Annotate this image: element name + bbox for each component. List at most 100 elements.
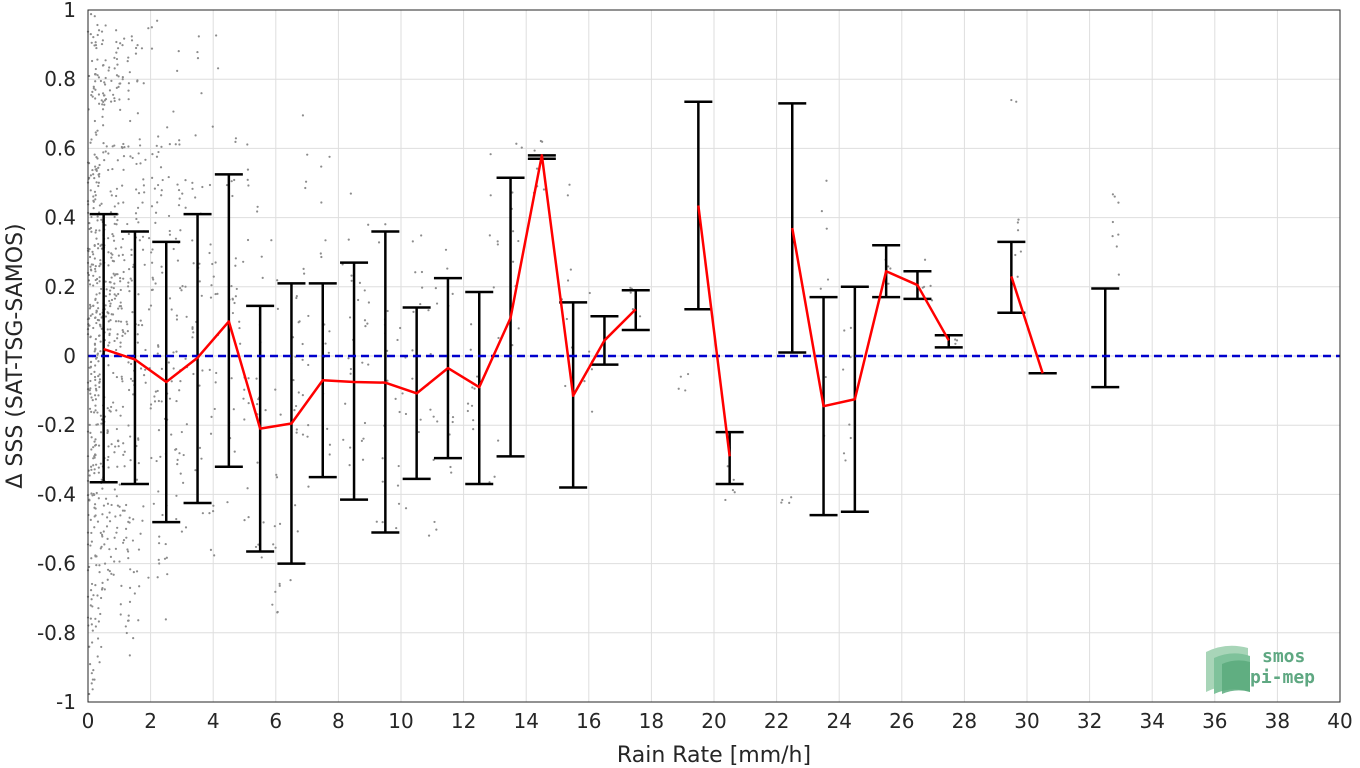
scatter-point xyxy=(97,334,101,337)
scatter-point xyxy=(110,405,113,409)
scatter-point xyxy=(396,484,400,487)
scatter-point xyxy=(115,40,118,44)
scatter-point xyxy=(141,235,145,238)
scatter-point xyxy=(94,617,97,620)
scatter-point xyxy=(88,565,91,569)
scatter-point xyxy=(172,351,175,354)
scatter-point xyxy=(198,446,202,449)
scatter-point xyxy=(429,408,432,411)
scatter-point xyxy=(120,246,123,249)
scatter-point xyxy=(843,329,846,332)
scatter-point xyxy=(230,284,233,288)
x-tick-label: 34 xyxy=(1139,709,1164,733)
scatter-point xyxy=(930,299,934,302)
scatter-point xyxy=(135,162,138,166)
scatter-point xyxy=(279,413,282,416)
scatter-point xyxy=(197,35,200,38)
scatter-point xyxy=(130,248,133,251)
scatter-point xyxy=(89,589,93,592)
scatter-point xyxy=(113,488,116,491)
scatter-point xyxy=(451,415,455,419)
scatter-point xyxy=(97,93,101,96)
scatter-point xyxy=(164,542,167,546)
scatter-point xyxy=(88,474,91,477)
scatter-point xyxy=(97,471,100,474)
scatter-point xyxy=(254,545,258,549)
scatter-point xyxy=(99,531,102,534)
scatter-point xyxy=(121,380,124,383)
scatter-point xyxy=(94,265,97,268)
scatter-point xyxy=(89,465,93,468)
scatter-point xyxy=(101,487,104,490)
scatter-point xyxy=(88,407,92,410)
scatter-point xyxy=(319,252,322,255)
scatter-point xyxy=(117,85,120,88)
scatter-point xyxy=(256,403,259,406)
scatter-point xyxy=(150,47,154,50)
scatter-point xyxy=(302,267,305,270)
scatter-point xyxy=(208,183,212,187)
scatter-point xyxy=(97,76,101,79)
scatter-point xyxy=(101,39,105,42)
scatter-point xyxy=(132,518,135,521)
scatter-point xyxy=(185,423,188,426)
scatter-point xyxy=(278,582,281,585)
scatter-point xyxy=(150,456,153,460)
scatter-point xyxy=(180,289,183,292)
scatter-point xyxy=(89,366,92,369)
scatter-point xyxy=(90,672,93,675)
scatter-point xyxy=(137,293,140,296)
scatter-point xyxy=(168,143,171,146)
scatter-point xyxy=(99,350,102,353)
scatter-point xyxy=(139,367,143,370)
scatter-point xyxy=(134,46,138,50)
scatter-point xyxy=(127,56,130,59)
scatter-point xyxy=(94,298,97,301)
scatter-point xyxy=(156,389,159,393)
scatter-point xyxy=(257,398,260,401)
scatter-point xyxy=(542,188,546,191)
scatter-point xyxy=(89,617,92,620)
scatter-point xyxy=(127,281,130,284)
scatter-point xyxy=(360,439,363,442)
scatter-point xyxy=(121,146,124,150)
scatter-point xyxy=(419,302,422,306)
scatter-point xyxy=(175,318,179,321)
scatter-point xyxy=(89,518,92,521)
scatter-point xyxy=(116,47,120,50)
scatter-point xyxy=(93,468,96,471)
scatter-point xyxy=(100,422,103,425)
scatter-point xyxy=(473,387,476,390)
scatter-point xyxy=(113,282,116,285)
scatter-point xyxy=(96,423,99,426)
scatter-point xyxy=(788,501,791,504)
scatter-point xyxy=(96,353,99,356)
scatter-point xyxy=(149,304,153,307)
scatter-point xyxy=(191,239,194,242)
scatter-point xyxy=(125,320,128,323)
x-tick-label: 4 xyxy=(207,709,220,733)
scatter-point xyxy=(215,34,218,37)
scatter-point xyxy=(304,180,308,183)
scatter-point xyxy=(130,35,133,38)
scatter-point xyxy=(301,114,305,117)
scatter-point xyxy=(247,516,250,519)
scatter-point xyxy=(89,33,92,36)
scatter-point xyxy=(301,394,304,397)
scatter-point xyxy=(303,272,306,275)
scatter-point xyxy=(105,145,108,148)
scatter-point xyxy=(185,315,188,318)
scatter-point xyxy=(119,320,123,323)
scatter-point xyxy=(160,194,163,197)
scatter-point xyxy=(147,27,150,30)
scatter-point xyxy=(97,29,101,32)
scatter-point xyxy=(121,405,125,408)
scatter-point xyxy=(175,350,178,353)
scatter-point xyxy=(117,292,120,296)
scatter-point xyxy=(496,240,499,243)
scatter-point xyxy=(92,446,95,449)
scatter-point xyxy=(113,536,116,539)
scatter-point xyxy=(179,287,182,290)
scatter-point xyxy=(234,137,238,140)
scatter-point xyxy=(90,448,93,451)
